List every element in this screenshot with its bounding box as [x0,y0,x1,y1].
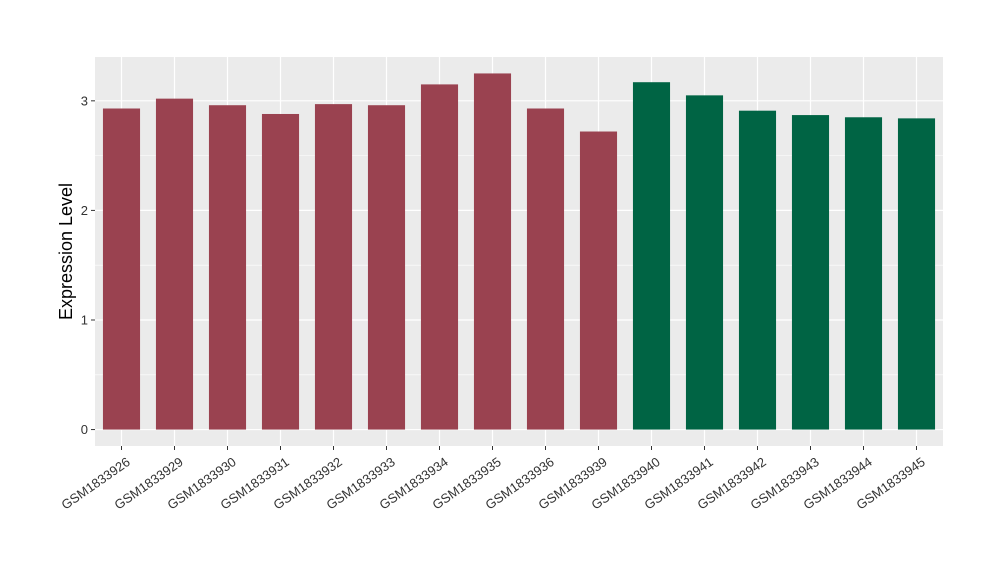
bar-GSM1833942 [738,110,777,430]
x-axis: GSM1833926GSM1833929GSM1833930GSM1833931… [58,446,928,512]
bar-GSM1833944 [844,117,883,430]
bars [102,73,936,430]
bar-GSM1833941 [685,95,724,430]
bar-GSM1833939 [579,131,618,430]
bar-GSM1833934 [420,84,459,430]
y-tick-label: 0 [81,422,88,437]
bar-GSM1833933 [367,105,406,430]
bar-GSM1833931 [261,113,300,430]
bar-GSM1833930 [208,105,247,430]
bar-GSM1833935 [473,73,512,430]
y-tick-label: 2 [81,203,88,218]
bar-GSM1833940 [632,82,671,430]
y-tick-label: 3 [81,93,88,108]
bar-GSM1833926 [102,108,141,430]
bar-GSM1833936 [526,108,565,430]
y-tick-label: 1 [81,312,88,327]
bar-GSM1833943 [791,115,830,430]
y-axis-title: Expression Level [56,183,76,320]
y-axis: 0 1 2 3 [81,93,95,437]
bar-GSM1833945 [897,118,936,430]
bar-GSM1833929 [155,98,194,430]
bar-GSM1833932 [314,104,353,430]
